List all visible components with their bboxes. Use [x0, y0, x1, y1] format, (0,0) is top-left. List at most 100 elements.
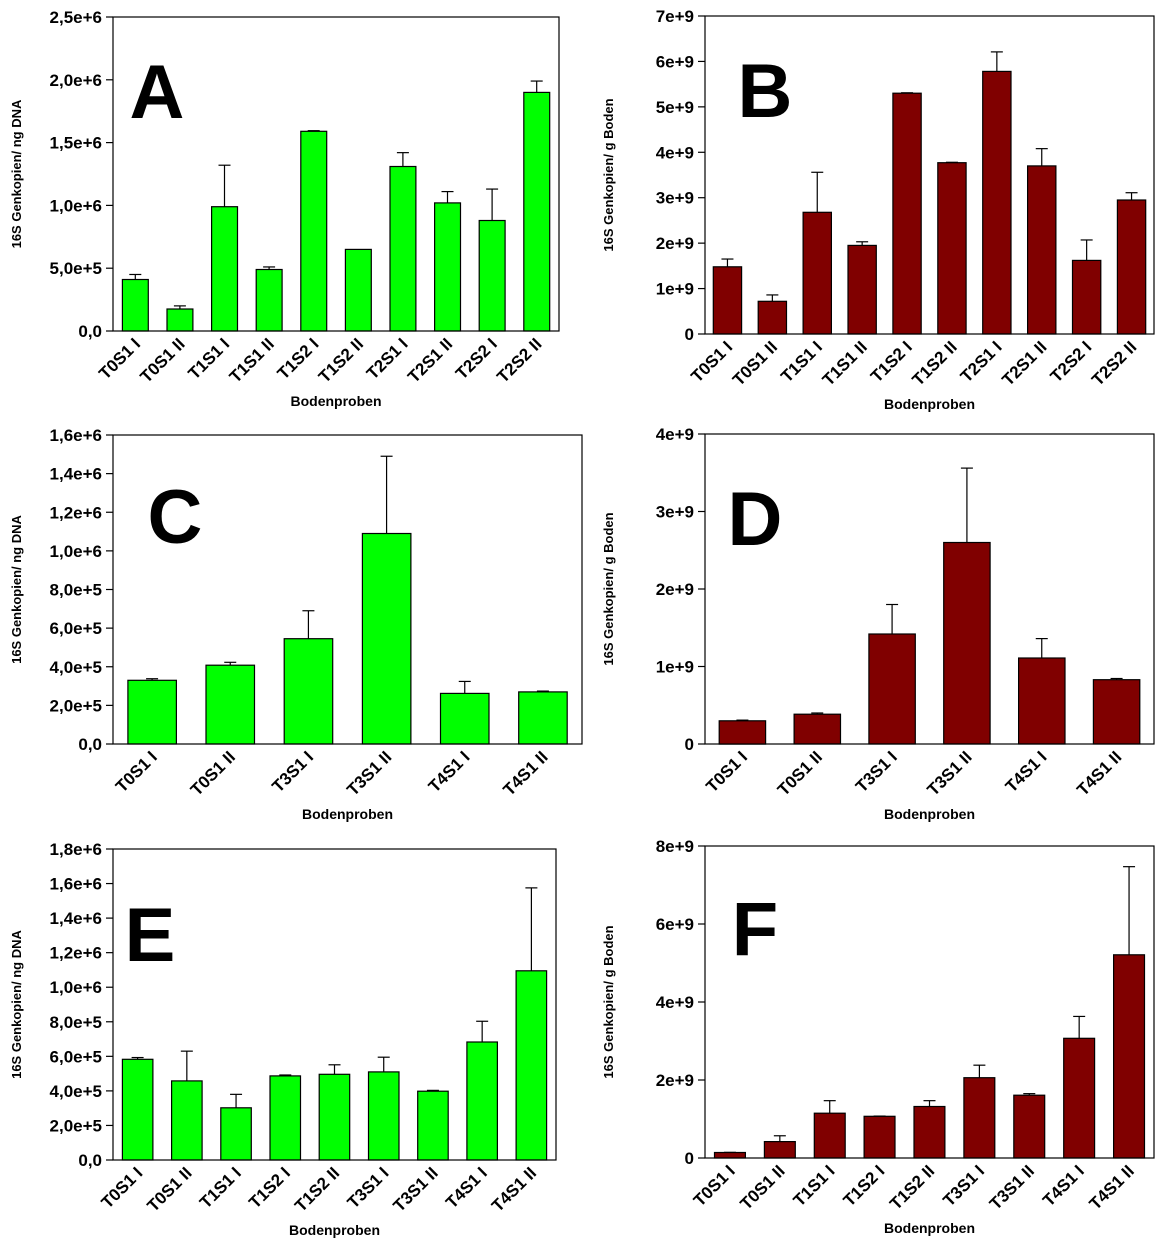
bar-c-1: [127, 679, 178, 745]
panel-letter-c: C: [148, 475, 203, 560]
y-axis-title-b: 16S Genkopien/ g Boden: [601, 98, 616, 251]
bar-b-10: [1116, 199, 1147, 335]
y-tick-label-a-1: 0,0: [78, 322, 102, 341]
y-tick-label-e-10: 1,8e+6: [50, 840, 102, 859]
y-tick-label-c-2: 2,0e+5: [50, 696, 102, 715]
bar-f-3: [813, 1112, 846, 1159]
bar-b-8: [1026, 165, 1057, 335]
y-tick-label-b-3: 2e+9: [656, 234, 694, 253]
bar-f-1: [713, 1151, 746, 1159]
bar-a-6: [344, 248, 372, 332]
x-axis-title-d: Bodenproben: [884, 806, 975, 822]
bar-f-7: [1013, 1094, 1046, 1159]
bar-b-4: [847, 244, 877, 335]
bar-b-9: [1071, 259, 1102, 335]
bar-f-8: [1063, 1037, 1096, 1159]
y-tick-label-f-5: 8e+9: [656, 837, 694, 856]
y-tick-label-b-4: 3e+9: [656, 189, 694, 208]
y-tick-label-e-2: 2,0e+5: [50, 1116, 102, 1135]
y-tick-label-c-9: 1,6e+6: [50, 426, 102, 445]
bar-b-6: [937, 162, 967, 335]
y-tick-label-a-2: 5,0e+5: [50, 259, 102, 278]
panel-letter-b: B: [738, 49, 793, 134]
y-tick-label-a-4: 1,5e+6: [50, 134, 102, 153]
bar-b-3: [802, 211, 832, 335]
panel-letter-d: D: [728, 477, 783, 562]
y-tick-label-c-4: 6,0e+5: [50, 619, 102, 638]
y-tick-label-e-5: 8,0e+5: [50, 1013, 102, 1032]
bar-a-4: [255, 268, 283, 332]
panel-letter-a: A: [130, 50, 185, 135]
bar-a-3: [211, 206, 239, 332]
y-tick-label-b-2: 1e+9: [656, 280, 694, 299]
y-tick-label-c-3: 4,0e+5: [50, 658, 102, 677]
y-tick-label-c-5: 8,0e+5: [50, 581, 102, 600]
bar-e-9: [515, 970, 548, 1161]
y-axis-title-f: 16S Genkopien/ g Boden: [601, 925, 616, 1078]
y-tick-label-d-1: 0: [685, 735, 694, 754]
y-tick-label-b-5: 4e+9: [656, 143, 694, 162]
bar-c-5: [439, 692, 490, 745]
bar-a-7: [389, 165, 417, 332]
bar-a-5: [300, 130, 328, 332]
bar-a-1: [121, 278, 149, 332]
y-tick-label-e-6: 1,0e+6: [50, 978, 102, 997]
bar-a-2: [166, 308, 194, 332]
y-tick-label-c-1: 0,0: [78, 735, 102, 754]
y-tick-label-e-9: 1,6e+6: [50, 875, 102, 894]
bar-e-3: [220, 1107, 252, 1161]
bar-b-7: [982, 70, 1012, 335]
y-axis-title-c: 16S Genkopien/ ng DNA: [9, 514, 24, 663]
bar-b-1: [712, 266, 743, 335]
y-tick-label-c-7: 1,2e+6: [50, 503, 102, 522]
bar-c-6: [518, 691, 568, 745]
y-tick-label-e-3: 4,0e+5: [50, 1082, 102, 1101]
y-tick-label-e-4: 6,0e+5: [50, 1047, 102, 1066]
plot-frame-e: [112, 848, 557, 1161]
y-tick-label-b-8: 7e+9: [656, 7, 694, 26]
bar-a-9: [478, 219, 506, 332]
bar-e-8: [466, 1041, 498, 1161]
bar-f-5: [913, 1105, 946, 1159]
bar-b-2: [757, 300, 788, 335]
y-tick-label-a-6: 2,5e+6: [50, 8, 102, 27]
bar-c-2: [205, 664, 256, 745]
y-tick-label-f-1: 0: [685, 1149, 694, 1168]
bar-a-10: [523, 91, 551, 332]
y-tick-label-f-4: 6e+9: [656, 915, 694, 934]
y-tick-label-d-3: 2e+9: [656, 580, 694, 599]
bar-e-5: [318, 1073, 351, 1161]
bar-c-4: [361, 532, 412, 745]
y-tick-label-e-7: 1,2e+6: [50, 944, 102, 963]
bar-d-3: [868, 633, 916, 745]
bar-e-1: [121, 1058, 154, 1161]
bar-f-6: [963, 1077, 996, 1159]
y-tick-label-c-6: 1,0e+6: [50, 542, 102, 561]
y-axis-title-e: 16S Genkopien/ ng DNA: [9, 929, 24, 1078]
bar-f-2: [763, 1140, 796, 1159]
y-tick-label-b-1: 0: [685, 325, 694, 344]
y-tick-label-b-7: 6e+9: [656, 52, 694, 71]
x-axis-title-c: Bodenproben: [302, 806, 393, 822]
y-tick-label-f-2: 2e+9: [656, 1071, 694, 1090]
y-tick-label-c-8: 1,4e+6: [50, 465, 102, 484]
y-tick-label-d-4: 3e+9: [656, 503, 694, 522]
bar-e-7: [417, 1090, 449, 1161]
bar-e-4: [269, 1075, 302, 1161]
bar-a-8: [434, 202, 462, 332]
y-tick-label-e-8: 1,4e+6: [50, 909, 102, 928]
y-tick-label-a-3: 1,0e+6: [50, 196, 102, 215]
y-tick-label-b-6: 5e+9: [656, 98, 694, 117]
y-tick-label-a-5: 2,0e+6: [50, 71, 102, 90]
panel-letter-e: E: [125, 893, 176, 978]
bar-d-6: [1092, 679, 1141, 745]
plot-frame-a: [112, 16, 560, 332]
y-axis-title-a: 16S Genkopien/ ng DNA: [9, 99, 24, 248]
bar-f-9: [1112, 954, 1146, 1159]
bar-e-2: [171, 1080, 203, 1161]
y-tick-label-d-2: 1e+9: [656, 658, 694, 677]
bar-d-1: [718, 720, 767, 745]
bar-c-3: [283, 638, 334, 745]
bar-d-5: [1017, 657, 1066, 745]
bar-d-2: [793, 713, 842, 745]
